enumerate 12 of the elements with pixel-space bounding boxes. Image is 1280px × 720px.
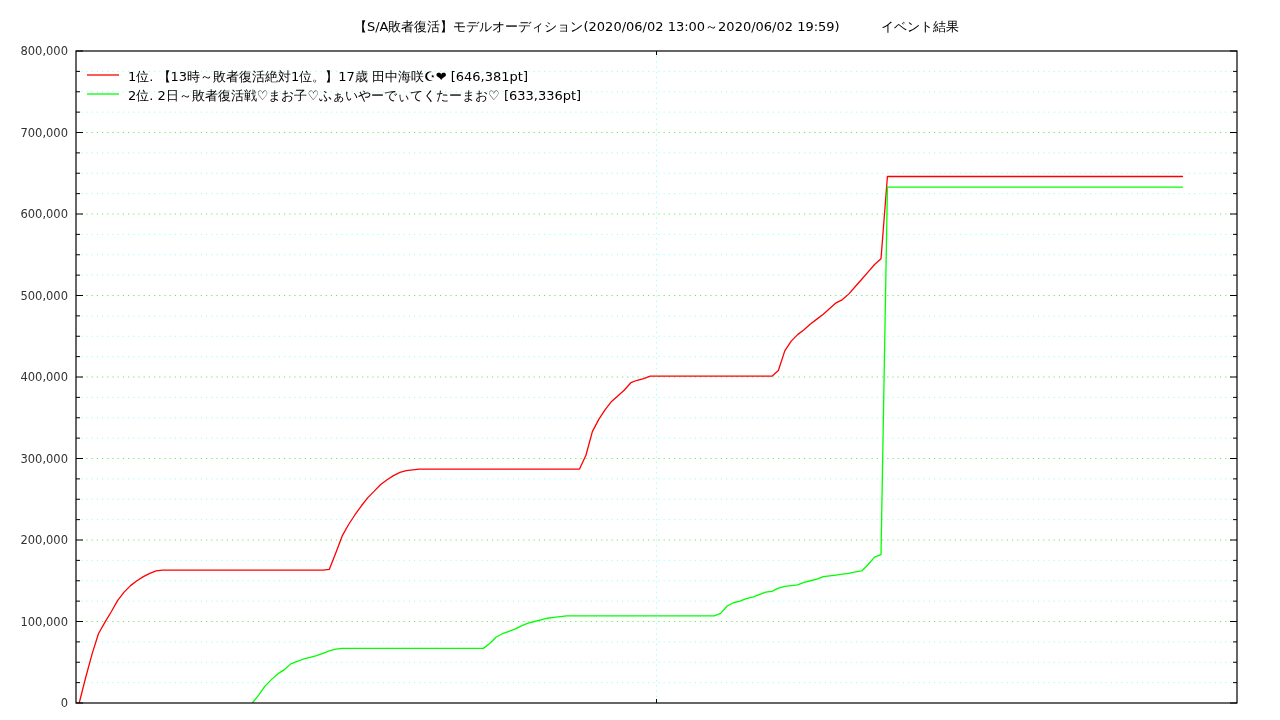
ytick-label: 700,000	[20, 125, 68, 140]
ytick-label: 800,000	[20, 44, 68, 58]
legend-label: 2位. 2日～敗者復活戦♡まお子♡ふぁいやーでぃてくたーまお♡ [633,336pt]	[128, 87, 582, 103]
ytick-label: 400,000	[20, 370, 68, 384]
ytick-label: 300,000	[20, 451, 68, 466]
ytick-label: 100,000	[20, 614, 68, 629]
ytick-label: 200,000	[20, 533, 68, 547]
ytick-label: 600,000	[20, 207, 68, 221]
ytick-label: 0	[60, 696, 68, 710]
ytick-label: 500,000	[20, 288, 68, 303]
legend-label: 1位. 【13時～敗者復活絶対1位。】17歳 田中海咲☪❤ [646,381pt]	[128, 68, 528, 84]
title: 【S/A敗者復活】モデルオーディション(2020/06/02 13:00～2020/06/02 19:59) イベント結果	[354, 18, 959, 34]
